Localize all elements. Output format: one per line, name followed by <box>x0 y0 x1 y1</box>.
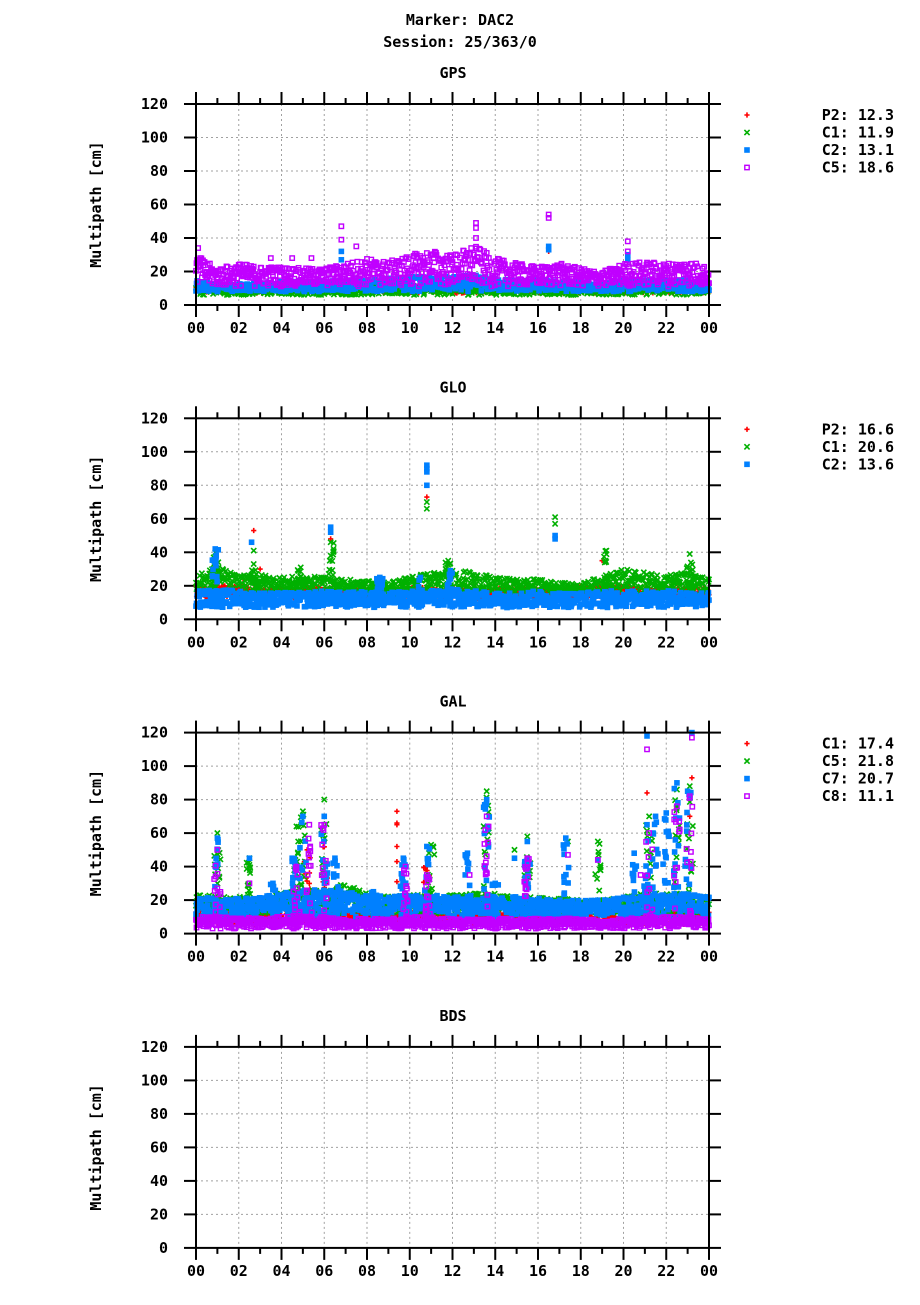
data-point <box>637 260 641 264</box>
data-point <box>419 270 423 274</box>
legend-marker <box>745 165 749 169</box>
x-tick-label: 22 <box>657 633 675 651</box>
data-point <box>652 261 656 265</box>
y-axis-label: Multipath [cm] <box>87 456 105 582</box>
data-point <box>469 246 473 250</box>
x-tick-label: 22 <box>657 319 675 337</box>
header-marker: Marker: DAC2 <box>406 11 514 29</box>
x-tick-label: 06 <box>315 319 333 337</box>
x-tick-label: 18 <box>572 633 590 651</box>
x-tick-label: 10 <box>401 319 419 337</box>
legend-entry: C1: 11.9 <box>822 124 894 142</box>
data-point <box>474 226 478 230</box>
legend-entry: C5: 18.6 <box>822 159 894 177</box>
data-point <box>339 224 343 228</box>
x-tick-label: 20 <box>614 633 632 651</box>
data-point <box>238 262 242 266</box>
x-tick-label: 16 <box>529 633 547 651</box>
x-tick-label: 00 <box>187 633 205 651</box>
y-tick-label: 80 <box>150 476 168 494</box>
panel-title: GPS <box>439 64 466 82</box>
data-point <box>269 256 273 260</box>
y-tick-label: 120 <box>141 409 168 427</box>
y-tick-label: 20 <box>150 577 168 595</box>
data-point <box>455 263 459 267</box>
data-point <box>626 239 630 243</box>
data-point <box>458 287 464 293</box>
x-tick-label: 12 <box>443 319 461 337</box>
x-tick-label: 00 <box>187 319 205 337</box>
x-tick-label: 12 <box>443 633 461 651</box>
x-tick-label: 10 <box>401 633 419 651</box>
legend-marker <box>744 147 750 153</box>
data-point <box>339 249 345 255</box>
x-tick-label: 14 <box>486 319 504 337</box>
x-tick-label: 04 <box>272 633 290 651</box>
y-tick-label: 120 <box>141 95 168 113</box>
x-tick-label: 02 <box>230 319 248 337</box>
data-point <box>480 262 484 266</box>
panel-title: GLO <box>439 378 466 396</box>
y-tick-label: 40 <box>150 543 168 561</box>
data-point <box>474 221 478 225</box>
data-point <box>467 268 471 272</box>
legend-entry: P2: 12.3 <box>822 106 894 124</box>
data-point <box>354 244 358 248</box>
y-tick-label: 100 <box>141 129 168 147</box>
legend-entry: C2: 13.1 <box>822 141 894 159</box>
y-tick-label: 60 <box>150 510 168 528</box>
header-session: Session: 25/363/0 <box>383 33 537 51</box>
x-tick-label: 18 <box>572 319 590 337</box>
x-tick-label: 00 <box>700 633 718 651</box>
data-point <box>339 257 345 263</box>
y-tick-label: 20 <box>150 263 168 281</box>
x-tick-label: 02 <box>230 633 248 651</box>
x-tick-label: 14 <box>486 633 504 651</box>
y-tick-label: 0 <box>159 296 168 314</box>
x-tick-label: 16 <box>529 319 547 337</box>
data-point <box>309 256 313 260</box>
data-point <box>350 260 354 264</box>
data-point <box>546 216 550 220</box>
data-point <box>339 237 343 241</box>
x-tick-label: 20 <box>614 319 632 337</box>
y-tick-label: 100 <box>141 443 168 461</box>
legend-marker <box>744 130 749 135</box>
y-tick-label: 40 <box>150 229 168 247</box>
legend-marker <box>744 112 749 117</box>
x-tick-label: 08 <box>358 319 376 337</box>
data-point <box>626 249 630 253</box>
data-point <box>290 256 294 260</box>
x-tick-label: 06 <box>315 633 333 651</box>
y-axis-label: Multipath [cm] <box>87 141 105 267</box>
y-tick-label: 0 <box>159 610 168 628</box>
x-tick-label: 00 <box>700 319 718 337</box>
x-tick-label: 04 <box>272 319 290 337</box>
y-tick-label: 60 <box>150 196 168 214</box>
data-point <box>235 276 239 280</box>
data-point <box>459 267 463 271</box>
data-point <box>546 247 552 253</box>
y-tick-label: 80 <box>150 162 168 180</box>
x-tick-label: 08 <box>358 633 376 651</box>
